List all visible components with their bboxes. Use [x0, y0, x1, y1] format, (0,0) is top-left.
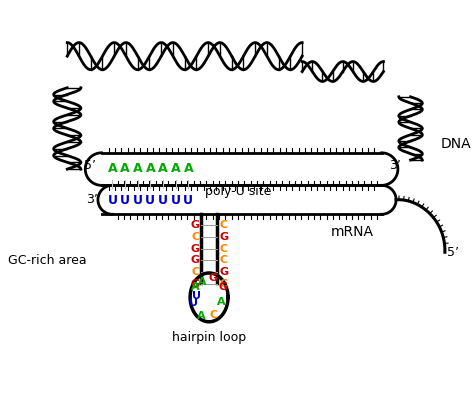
Text: U: U [189, 298, 198, 308]
Text: A: A [120, 162, 130, 175]
Text: poly-U site: poly-U site [205, 185, 271, 198]
Text: G: G [190, 255, 199, 265]
Text: 3’: 3’ [86, 193, 98, 206]
Text: G: G [190, 244, 199, 253]
Text: GC-rich area: GC-rich area [9, 254, 87, 267]
Text: C: C [219, 244, 227, 253]
Text: U: U [158, 194, 168, 208]
Text: A: A [158, 162, 168, 175]
Text: G: G [219, 267, 228, 277]
Text: 5’: 5’ [84, 159, 96, 172]
Text: C: C [219, 220, 227, 230]
Text: A: A [133, 162, 143, 175]
Text: U: U [146, 194, 155, 208]
Text: 3’: 3’ [389, 159, 401, 172]
Text: A: A [183, 162, 193, 175]
Text: mRNA: mRNA [330, 225, 374, 239]
Text: A: A [146, 162, 155, 175]
Text: U: U [171, 194, 181, 208]
Text: hairpin loop: hairpin loop [172, 331, 246, 344]
Text: A: A [217, 297, 226, 307]
Text: U: U [133, 194, 143, 208]
Text: C: C [219, 279, 227, 289]
Text: G: G [190, 220, 199, 230]
Text: G: G [219, 282, 228, 292]
Text: U: U [120, 194, 130, 208]
Text: C: C [219, 255, 227, 265]
Text: G: G [190, 279, 199, 289]
Text: G: G [219, 232, 228, 242]
Text: C: C [191, 267, 199, 277]
Text: A: A [198, 277, 206, 287]
Text: U: U [108, 194, 118, 208]
Text: 5’: 5’ [447, 246, 459, 259]
Text: C: C [191, 232, 199, 242]
Text: A: A [197, 310, 206, 321]
Text: A: A [108, 162, 117, 175]
Text: A: A [191, 282, 200, 292]
Text: C: C [210, 310, 218, 320]
Text: DNA: DNA [440, 137, 471, 151]
Text: A: A [171, 162, 181, 175]
Text: U: U [192, 291, 201, 301]
Text: U: U [183, 194, 193, 208]
Text: G: G [209, 273, 218, 283]
